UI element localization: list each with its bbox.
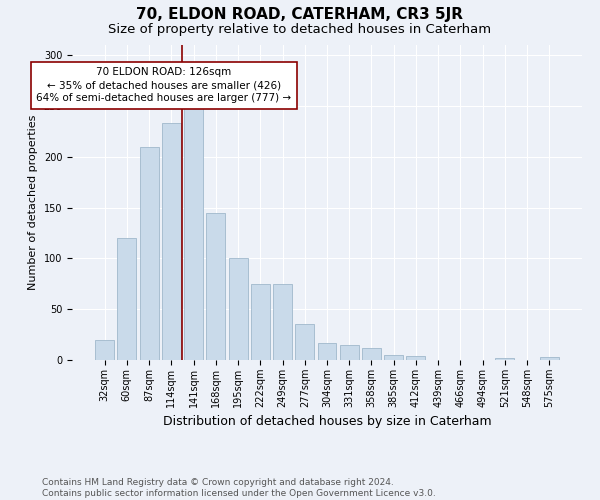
Bar [540,357,559,360]
Bar [95,340,114,360]
X-axis label: Distribution of detached houses by size in Caterham: Distribution of detached houses by size … [163,416,491,428]
Bar [273,284,292,360]
Bar [206,212,225,360]
Bar [229,258,248,360]
Bar [362,348,381,360]
Y-axis label: Number of detached properties: Number of detached properties [28,115,38,290]
Bar [340,345,359,360]
Bar [295,324,314,360]
Text: Size of property relative to detached houses in Caterham: Size of property relative to detached ho… [109,22,491,36]
Text: 70 ELDON ROAD: 126sqm
← 35% of detached houses are smaller (426)
64% of semi-det: 70 ELDON ROAD: 126sqm ← 35% of detached … [36,67,292,104]
Bar [162,123,181,360]
Bar [496,358,514,360]
Bar [406,356,425,360]
Text: Contains HM Land Registry data © Crown copyright and database right 2024.
Contai: Contains HM Land Registry data © Crown c… [42,478,436,498]
Bar [184,108,203,360]
Text: 70, ELDON ROAD, CATERHAM, CR3 5JR: 70, ELDON ROAD, CATERHAM, CR3 5JR [137,8,464,22]
Bar [140,146,158,360]
Bar [384,355,403,360]
Bar [251,284,270,360]
Bar [118,238,136,360]
Bar [317,342,337,360]
